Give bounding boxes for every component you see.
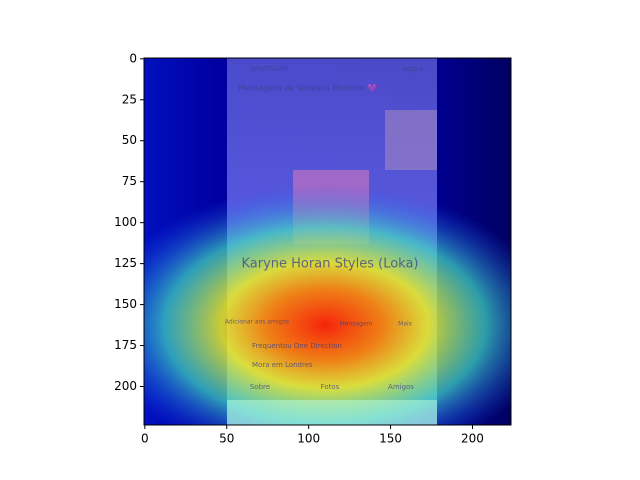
y-tick-label: 150 <box>114 297 137 311</box>
ui-text: Frequentou One Direction <box>252 342 342 350</box>
ui-text: Mensagem <box>340 321 373 328</box>
ui-texts: WHATSAPP agora Mensagem de Vanessa Moamor … <box>225 65 423 391</box>
x-tick-label: 200 <box>461 432 484 446</box>
x-tick-label: 100 <box>297 432 320 446</box>
y-tick-label: 25 <box>122 92 137 106</box>
ui-text: Fotos <box>321 383 340 391</box>
x-tick-label: 150 <box>379 432 402 446</box>
x-tick-label: 50 <box>219 432 234 446</box>
ui-text: Mensagem de Vanessa Moamor 💜 <box>238 84 378 93</box>
x-tick-label: 0 <box>141 432 149 446</box>
y-tick-label: 0 <box>129 51 137 65</box>
ui-text: agora <box>403 65 423 73</box>
y-tick-label: 100 <box>114 215 137 229</box>
ui-text: Sobre <box>250 383 270 391</box>
y-tick-label: 50 <box>122 133 137 147</box>
ui-text: Karyne Horan Styles (Loka) <box>241 257 418 272</box>
axes-frame <box>143 57 512 426</box>
y-tick-label: 75 <box>122 174 137 188</box>
y-tick-label: 175 <box>114 338 137 352</box>
y-tick-label: 125 <box>114 256 137 270</box>
ui-text: WHATSAPP <box>250 65 289 73</box>
ui-text: Amigos <box>388 383 414 391</box>
y-tick-label: 200 <box>114 379 137 393</box>
ui-text: Mais <box>398 321 412 328</box>
ui-text: Mora em Londres <box>252 361 313 369</box>
ui-text: Adicionar aos amigos <box>225 319 289 326</box>
heatmap-image <box>144 58 511 425</box>
